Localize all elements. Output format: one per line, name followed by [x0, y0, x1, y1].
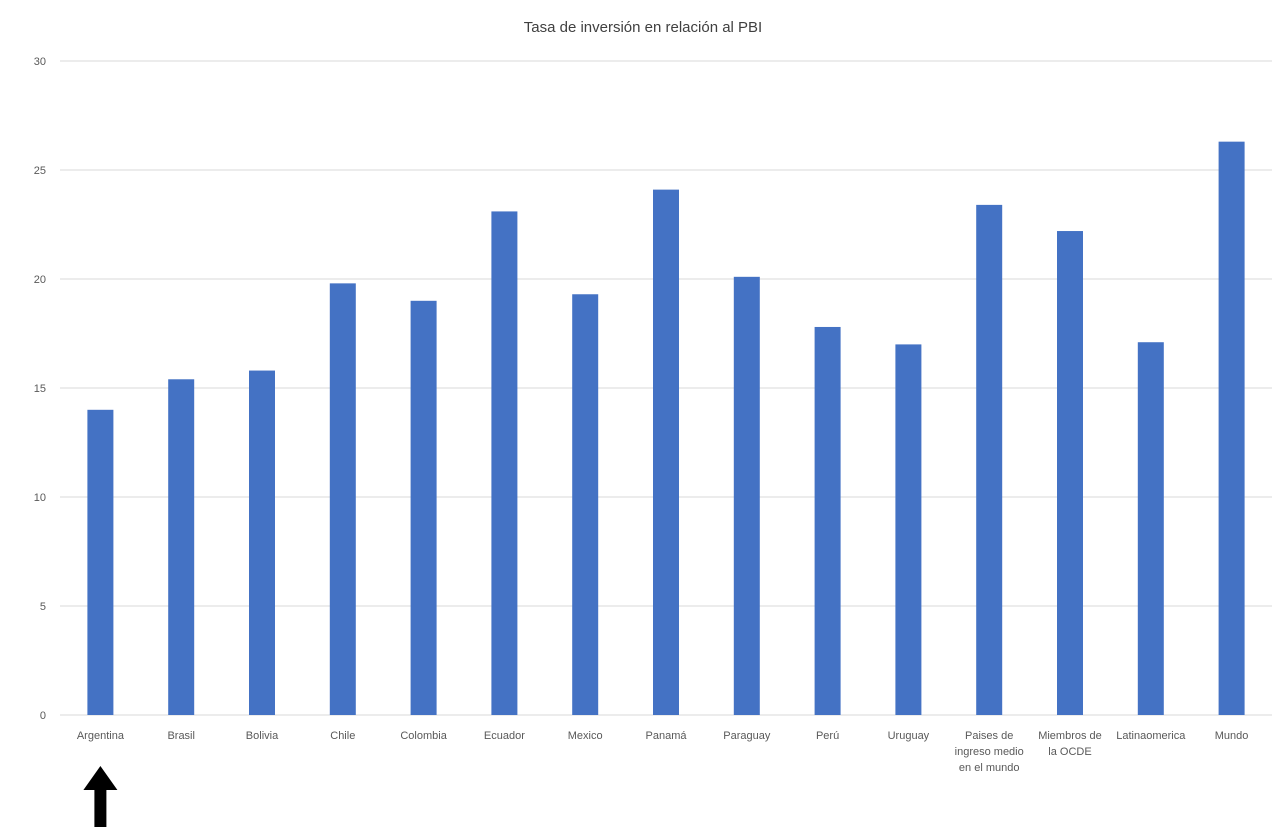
- bar: [976, 204, 1003, 715]
- y-tick-label: 0: [40, 710, 46, 722]
- bar: [1218, 141, 1245, 715]
- bar: [168, 379, 195, 715]
- arrow-up-icon: [83, 766, 118, 827]
- x-tick-label: Miembros de la OCDE: [1038, 730, 1102, 758]
- x-tick-label: Colombia: [400, 730, 447, 742]
- bars: [87, 141, 1245, 716]
- bar: [329, 283, 356, 715]
- x-tick-label: Bolivia: [246, 730, 279, 742]
- x-tick-label: Mexico: [568, 730, 603, 742]
- bar: [895, 344, 922, 715]
- bar: [87, 409, 114, 715]
- bar: [1057, 231, 1083, 716]
- x-tick-label: Panamá: [646, 730, 688, 742]
- y-tick-label: 5: [40, 601, 46, 613]
- arrow-up-icon: [83, 766, 118, 827]
- chart-title: Tasa de inversión en relación al PBI: [524, 19, 762, 36]
- y-tick-label: 10: [34, 492, 46, 504]
- y-tick-label: 15: [34, 383, 46, 395]
- bar: [249, 370, 275, 715]
- x-tick-label: Ecuador: [484, 730, 525, 742]
- y-axis-ticks: 0 5 10 15 20 25 30: [34, 56, 46, 722]
- bar: [491, 211, 518, 716]
- y-tick-label: 20: [34, 274, 46, 286]
- x-tick-label: Paraguay: [723, 730, 771, 742]
- x-tick-label: Brasil: [167, 730, 195, 742]
- bar: [572, 294, 599, 715]
- bar: [814, 326, 841, 715]
- bar: [410, 300, 437, 715]
- bar: [1137, 342, 1164, 715]
- bar: [653, 189, 679, 715]
- y-tick-label: 25: [34, 165, 46, 177]
- x-tick-label: Perú: [816, 730, 839, 742]
- x-tick-label: Argentina: [77, 730, 125, 742]
- bar: [733, 276, 760, 715]
- x-tick-label: Paises de ingreso medio en el mundo: [955, 730, 1024, 774]
- x-axis-labels: Argentina Brasil Bolivia Chile Colombia Ecuad…: [77, 730, 1249, 774]
- x-tick-label: Latinaomerica: [1116, 730, 1186, 742]
- x-tick-label: Mundo: [1215, 730, 1249, 742]
- x-tick-label: Chile: [330, 730, 355, 742]
- y-tick-label: 30: [34, 56, 46, 68]
- x-tick-label: Uruguay: [888, 730, 930, 742]
